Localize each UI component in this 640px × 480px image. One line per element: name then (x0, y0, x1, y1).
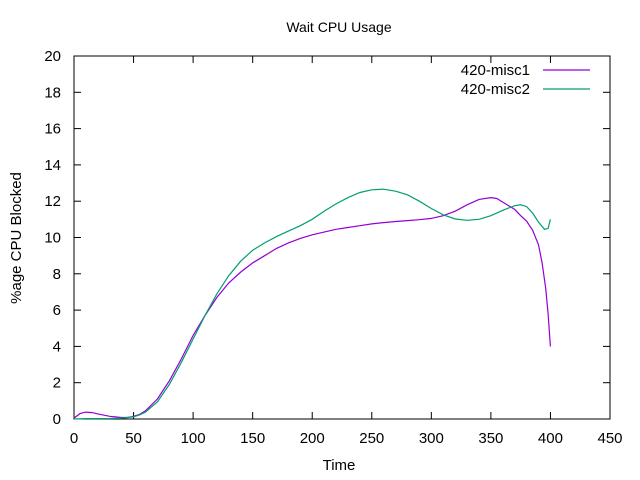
y-tick-label: 12 (44, 193, 61, 210)
x-tick-label: 150 (240, 430, 265, 447)
y-tick-label: 4 (53, 338, 61, 355)
y-tick-label: 18 (44, 84, 61, 101)
y-tick-label: 16 (44, 121, 61, 138)
x-tick-label: 200 (300, 430, 325, 447)
x-tick-label: 50 (125, 430, 142, 447)
y-axis-label: %age CPU Blocked (8, 172, 25, 304)
chart-title: Wait CPU Usage (286, 19, 392, 35)
y-tick-label: 20 (44, 48, 61, 65)
x-tick-label: 100 (181, 430, 206, 447)
y-tick-label: 14 (44, 157, 61, 174)
y-tick-label: 8 (53, 266, 61, 283)
y-tick-label: 6 (53, 302, 61, 319)
y-tick-label: 0 (53, 411, 61, 428)
legend: 420-misc1 420-misc2 (461, 62, 590, 98)
legend-label: 420-misc2 (461, 81, 530, 98)
series-line-420-misc2 (73, 188, 551, 420)
x-tick-label: 350 (478, 430, 503, 447)
series-line-420-misc1 (73, 196, 551, 419)
y-tick-label: 2 (53, 375, 61, 392)
series-group (73, 188, 551, 420)
legend-label: 420-misc1 (461, 62, 530, 79)
plot-frame (73, 55, 611, 420)
x-axis: 0 50 100 150 200 250 300 350 400 450 (70, 56, 623, 447)
x-axis-label: Time (323, 457, 356, 474)
x-tick-label: 400 (538, 430, 563, 447)
x-tick-label: 450 (597, 430, 622, 447)
x-tick-label: 300 (419, 430, 444, 447)
y-tick-label: 10 (44, 230, 61, 247)
x-tick-label: 250 (359, 430, 384, 447)
y-axis: 0 2 4 6 8 10 12 14 16 18 20 (44, 48, 610, 428)
x-tick-label: 0 (70, 430, 78, 447)
